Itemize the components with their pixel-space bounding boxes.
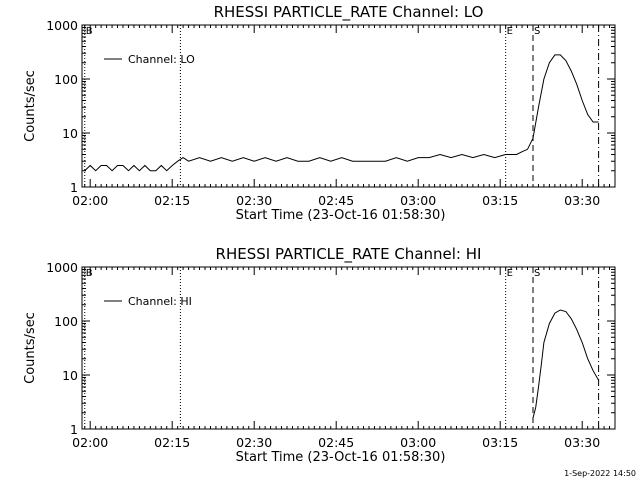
timestamp: 1-Sep-2022 14:50 bbox=[564, 469, 636, 478]
x-tick-label: 03:30 bbox=[564, 435, 600, 450]
y-tick-label: 1000 bbox=[46, 18, 78, 33]
x-axis-label: Start Time (23-Oct-16 01:58:30) bbox=[236, 208, 446, 223]
event-marker-label: S bbox=[534, 268, 540, 279]
x-tick-label: 02:00 bbox=[72, 193, 108, 208]
series-line bbox=[84, 54, 599, 172]
event-marker-label: S bbox=[534, 26, 540, 37]
legend-entry: Channel: LO bbox=[128, 53, 195, 66]
event-marker-label: E bbox=[507, 26, 513, 37]
y-tick-label: 1 bbox=[70, 422, 78, 437]
x-tick-label: 03:00 bbox=[400, 193, 436, 208]
x-tick-label: 02:00 bbox=[72, 435, 108, 450]
y-axis-label: Counts/sec bbox=[23, 312, 38, 384]
chart-panel-1: RHESSI PARTICLE_RATE Channel: LO 1 10 100 10… bbox=[23, 3, 616, 223]
x-axis-label: Start Time (23-Oct-16 01:58:30) bbox=[236, 450, 446, 465]
y-tick-label: 1000 bbox=[46, 260, 78, 275]
plot-frame bbox=[81, 24, 616, 188]
y-tick-label: 10 bbox=[62, 368, 78, 383]
x-tick-label: 02:15 bbox=[154, 193, 190, 208]
x-tick-label: 03:30 bbox=[564, 193, 600, 208]
chart-panel-2: RHESSI PARTICLE_RATE Channel: HI 1 10 100 10… bbox=[23, 245, 616, 465]
x-tick-label: 02:30 bbox=[236, 435, 272, 450]
x-tick-label: 02:15 bbox=[154, 435, 190, 450]
x-tick-label: 02:45 bbox=[318, 435, 354, 450]
y-tick-label: 100 bbox=[54, 314, 78, 329]
event-marker-label: B bbox=[86, 268, 93, 279]
x-tick-label: 03:15 bbox=[482, 193, 518, 208]
x-tick-label: 02:45 bbox=[318, 193, 354, 208]
event-marker-label: E bbox=[507, 268, 513, 279]
x-tick-label: 03:15 bbox=[482, 435, 518, 450]
x-tick-label: 03:00 bbox=[400, 435, 436, 450]
y-tick-label: 100 bbox=[54, 72, 78, 87]
legend-entry: Channel: HI bbox=[128, 295, 192, 308]
plot-frame bbox=[81, 266, 616, 430]
y-axis-label: Counts/sec bbox=[23, 70, 38, 142]
series-line bbox=[532, 309, 600, 419]
x-tick-label: 02:30 bbox=[236, 193, 272, 208]
chart-title: RHESSI PARTICLE_RATE Channel: LO bbox=[214, 3, 484, 22]
chart-title: RHESSI PARTICLE_RATE Channel: HI bbox=[216, 245, 482, 264]
event-marker-label: B bbox=[86, 26, 93, 37]
y-tick-label: 10 bbox=[62, 126, 78, 141]
y-tick-label: 1 bbox=[70, 180, 78, 195]
